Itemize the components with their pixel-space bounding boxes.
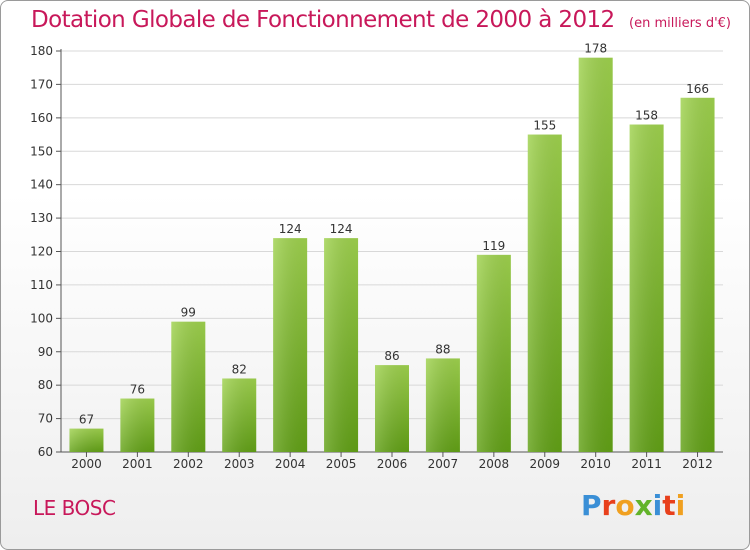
data-label: 166 bbox=[686, 82, 709, 96]
logo-letter: o bbox=[615, 489, 635, 522]
x-tick-label: 2011 bbox=[631, 457, 662, 471]
y-tick-label: 160 bbox=[30, 111, 53, 125]
bar-shade bbox=[476, 254, 511, 452]
data-label: 99 bbox=[181, 306, 196, 320]
y-tick-label: 90 bbox=[38, 345, 53, 359]
x-tick-label: 2008 bbox=[479, 457, 510, 471]
bar-shade bbox=[171, 321, 206, 452]
data-label: 119 bbox=[482, 239, 505, 253]
bar-shade bbox=[375, 365, 409, 452]
x-tick-label: 2002 bbox=[173, 457, 204, 471]
y-tick-label: 60 bbox=[38, 445, 53, 459]
x-tick-label: 2009 bbox=[529, 457, 560, 471]
bar-shade bbox=[680, 97, 715, 453]
bar-shade bbox=[578, 57, 613, 452]
x-tick-label: 2012 bbox=[682, 457, 713, 471]
y-tick-label: 80 bbox=[38, 378, 53, 392]
x-tick-label: 2005 bbox=[326, 457, 357, 471]
bar-shade bbox=[69, 428, 104, 452]
y-tick-label: 110 bbox=[30, 278, 53, 292]
y-tick-label: 100 bbox=[30, 311, 53, 325]
logo-letter: i bbox=[652, 489, 663, 522]
logo-letter: t bbox=[662, 489, 676, 522]
x-tick-label: 2006 bbox=[377, 457, 408, 471]
logo-letter: i bbox=[675, 489, 686, 522]
chart-title: Dotation Globale de Fonctionnement de 20… bbox=[31, 7, 615, 33]
bar-shade bbox=[425, 358, 460, 452]
y-tick-label: 150 bbox=[30, 144, 53, 158]
data-label: 88 bbox=[435, 342, 450, 356]
bar-shade bbox=[273, 238, 308, 452]
x-tick-label: 2000 bbox=[71, 457, 102, 471]
y-tick-label: 120 bbox=[30, 245, 53, 259]
data-label: 178 bbox=[584, 42, 607, 56]
data-label: 124 bbox=[279, 222, 302, 236]
y-tick-label: 170 bbox=[30, 77, 53, 91]
data-label: 76 bbox=[130, 383, 145, 397]
chart-title-block: Dotation Globale de Fonctionnement de 20… bbox=[31, 7, 731, 33]
x-tick-label: 2010 bbox=[580, 457, 611, 471]
y-tick-label: 130 bbox=[30, 211, 53, 225]
y-tick-label: 140 bbox=[30, 178, 53, 192]
logo-letter: x bbox=[634, 489, 653, 522]
x-tick-label: 2001 bbox=[122, 457, 153, 471]
data-label: 86 bbox=[384, 349, 399, 363]
y-tick-label: 70 bbox=[38, 412, 53, 426]
bar-shade bbox=[629, 124, 664, 453]
bar-shade bbox=[527, 134, 562, 452]
bar-shade bbox=[222, 378, 257, 452]
logo-letter: P bbox=[581, 489, 602, 522]
bar-shade bbox=[324, 238, 359, 452]
chart-unit: (en milliers d'€) bbox=[629, 16, 731, 31]
x-tick-label: 2004 bbox=[275, 457, 306, 471]
data-label: 158 bbox=[635, 109, 658, 123]
x-tick-label: 2003 bbox=[224, 457, 255, 471]
proxiti-logo: Proxiti bbox=[581, 489, 685, 522]
data-label: 124 bbox=[330, 222, 353, 236]
y-tick-label: 180 bbox=[30, 44, 53, 58]
x-tick-label: 2007 bbox=[428, 457, 459, 471]
data-label: 82 bbox=[232, 362, 247, 376]
data-label: 67 bbox=[79, 413, 94, 427]
logo-letter: r bbox=[601, 489, 616, 522]
commune-name: LE BOSC bbox=[33, 496, 116, 520]
bar-shade bbox=[120, 398, 155, 452]
data-label: 155 bbox=[533, 119, 556, 133]
